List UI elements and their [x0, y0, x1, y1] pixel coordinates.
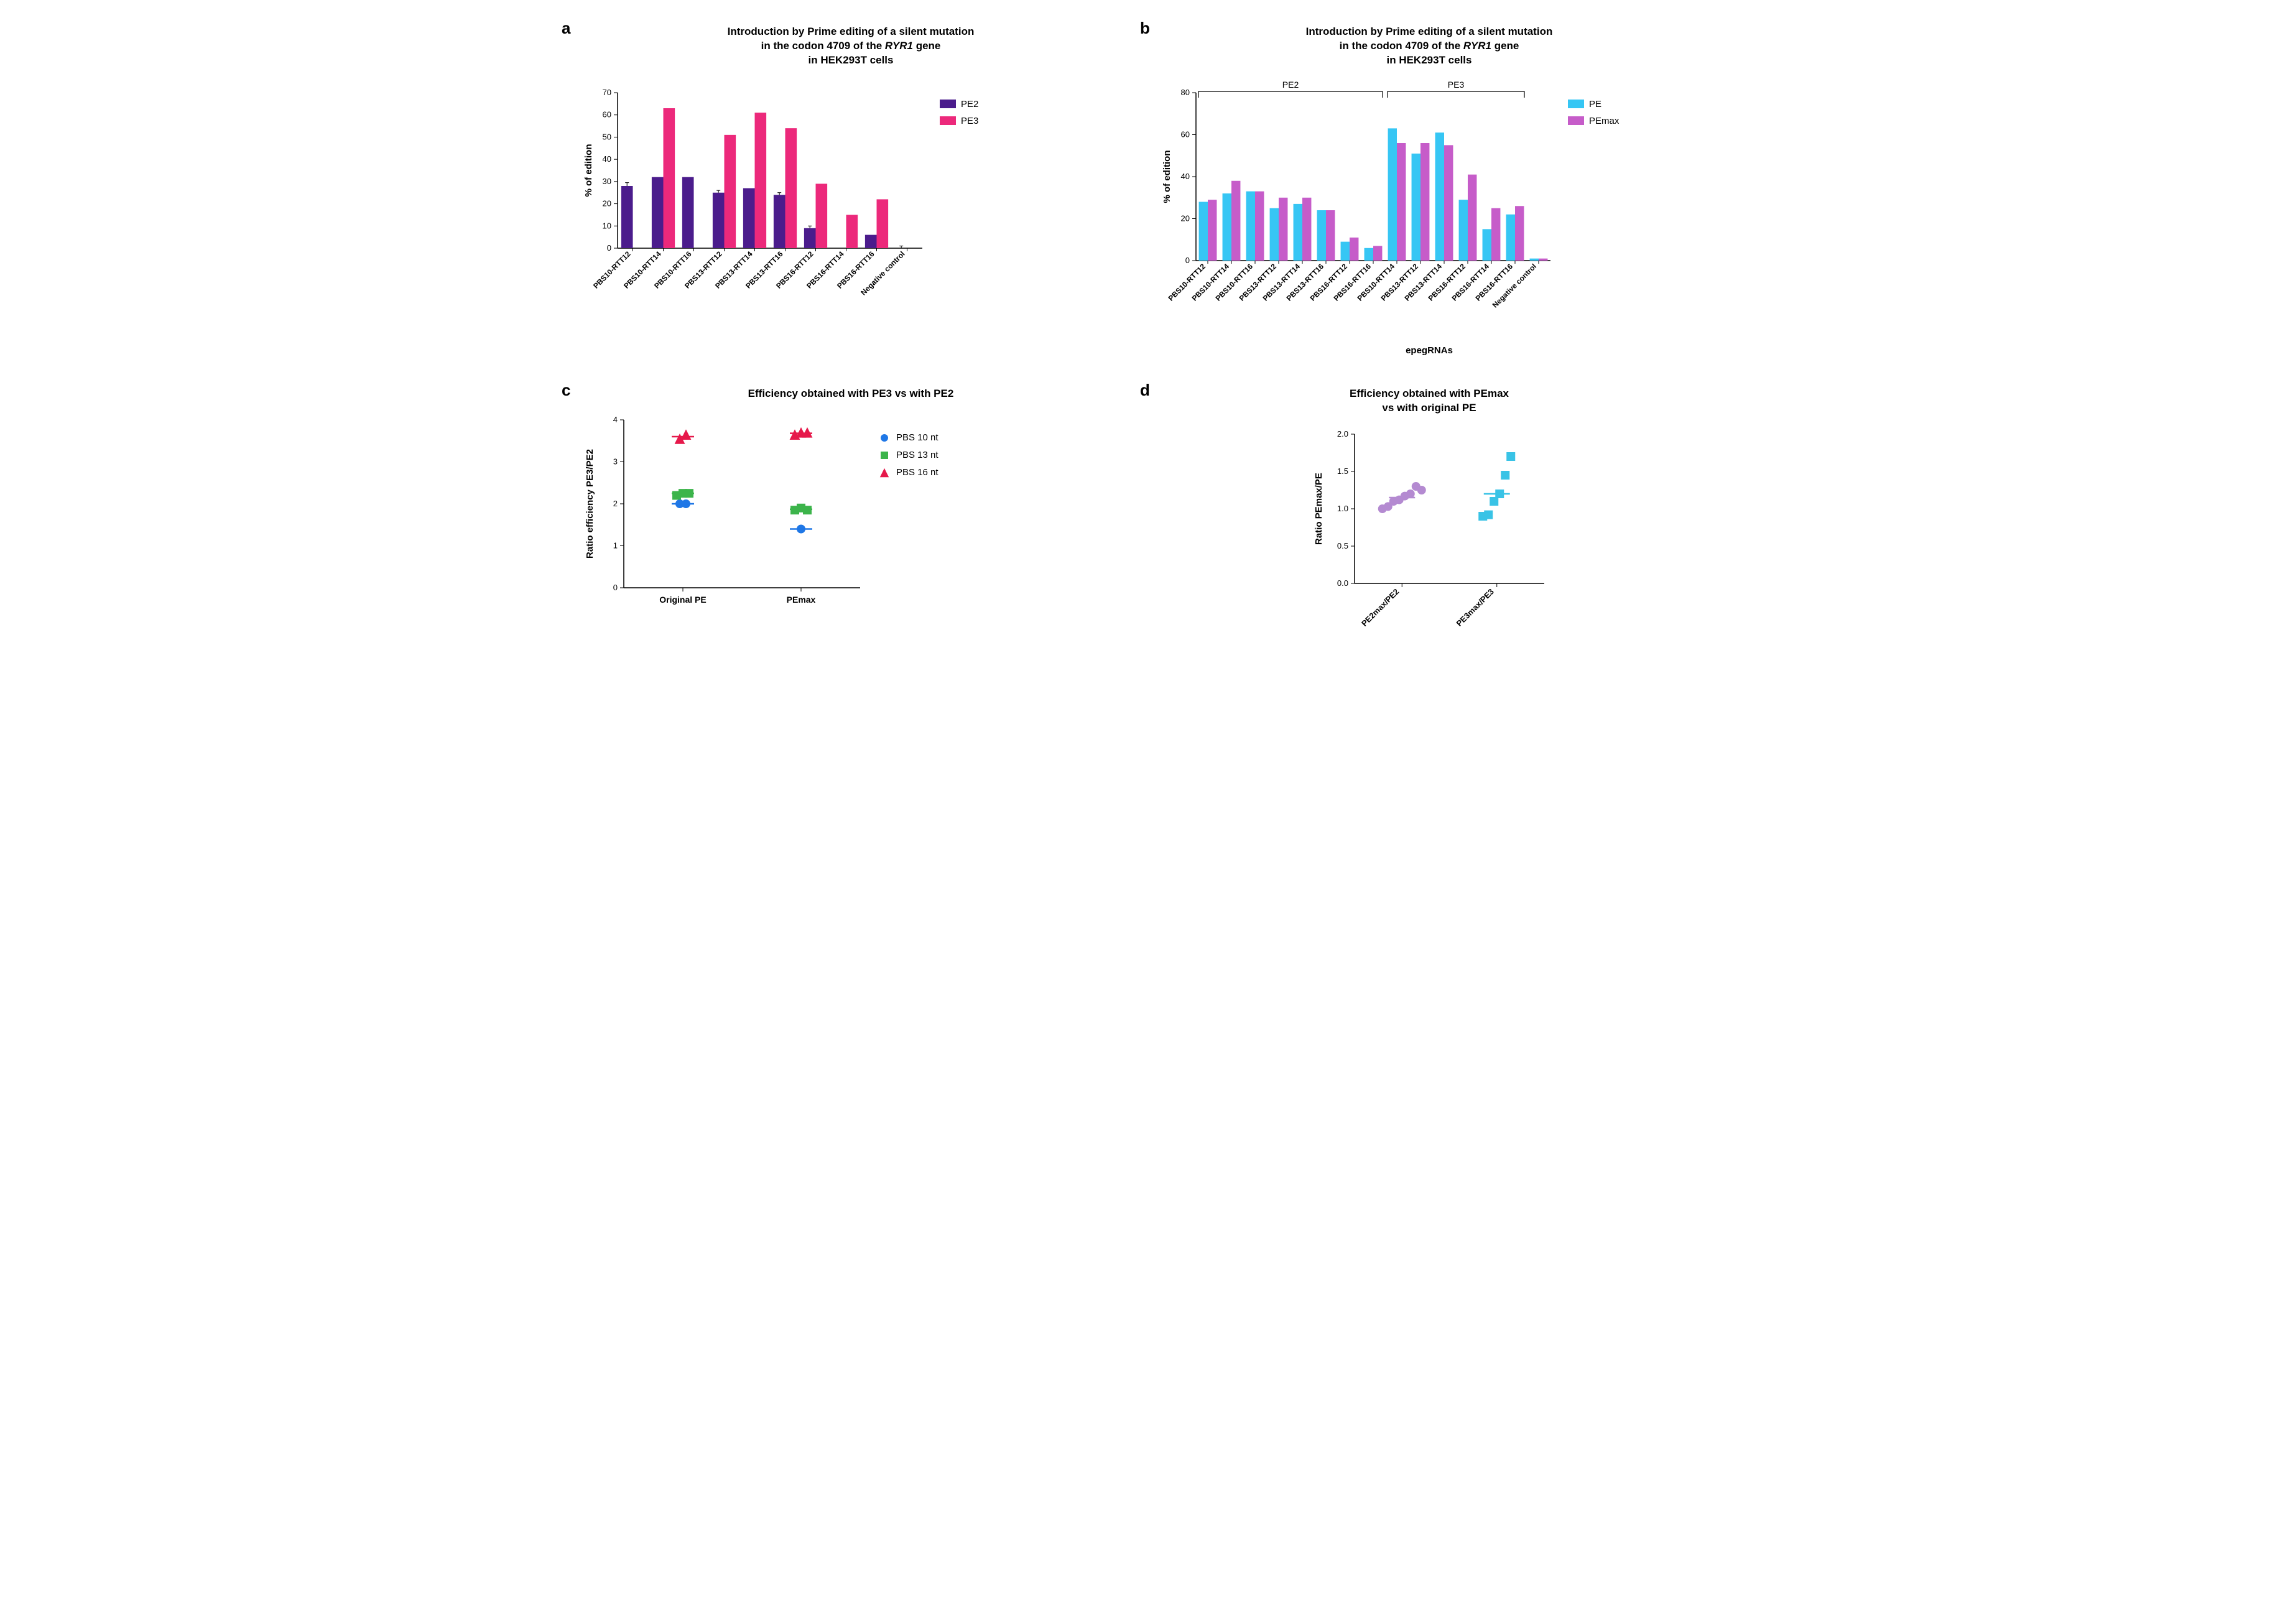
panel-letter-b: b: [1140, 19, 1150, 38]
scatter-chart-c: 0 1 2 3 4 Ratio efficiency PE3/PE2 Original PE…: [580, 414, 866, 619]
svg-text:2.0: 2.0: [1337, 429, 1348, 438]
svg-text:2: 2: [613, 499, 618, 508]
svg-text:1.5: 1.5: [1337, 466, 1348, 476]
svg-text:Ratio efficiency PE3/PE2: Ratio efficiency PE3/PE2: [585, 449, 595, 559]
legend-item: PBS 16 nt: [878, 467, 938, 478]
legend-item: PE3: [940, 116, 978, 126]
svg-text:4: 4: [613, 415, 618, 424]
svg-text:PE2: PE2: [1282, 80, 1299, 90]
legend-label: PBS 16 nt: [896, 467, 938, 478]
legend-label: PEmax: [1589, 116, 1619, 126]
legend-item: PEmax: [1568, 116, 1619, 126]
panel-a: a Introduction by Prime editing of a sil…: [580, 25, 1121, 356]
svg-text:0.5: 0.5: [1337, 541, 1348, 550]
chart-title-c: Efficiency obtained with PE3 vs with PE2: [580, 387, 1121, 401]
panel-b: b Introduction by Prime editing of a sil…: [1159, 25, 1700, 356]
panel-c: c Efficiency obtained with PE3 vs with P…: [580, 387, 1121, 639]
chart-title-a: Introduction by Prime editing of a silen…: [580, 25, 1121, 68]
panel-letter-c: c: [562, 381, 570, 400]
legend-marker-icon: [878, 432, 891, 443]
svg-text:Ratio PEmax/PE: Ratio PEmax/PE: [1314, 473, 1324, 545]
svg-text:20: 20: [1181, 213, 1190, 223]
legend-swatch: [940, 116, 956, 125]
bar-chart-b: 020406080% of editionPBS10-RTT12PBS10-RT…: [1159, 80, 1557, 341]
svg-text:50: 50: [603, 132, 611, 141]
svg-text:0.0: 0.0: [1337, 578, 1348, 588]
svg-text:10: 10: [603, 221, 611, 230]
legend-item: PE2: [940, 99, 978, 109]
svg-text:0: 0: [1185, 256, 1190, 265]
svg-text:3: 3: [613, 457, 618, 466]
legend-marker-icon: [878, 450, 891, 461]
legend-item: PBS 10 nt: [878, 432, 938, 443]
legend-swatch: [1568, 116, 1584, 125]
svg-text:PE2max/PE2: PE2max/PE2: [1360, 587, 1401, 628]
legend-marker-icon: [878, 467, 891, 478]
legend-label: PE: [1589, 99, 1601, 109]
legend-swatch: [940, 100, 956, 108]
svg-text:30: 30: [603, 177, 611, 186]
scatter-chart-d: 0.0 0.5 1.0 1.5 2.0 Ratio PEmax/PE PE2max/PE2 P…: [1308, 428, 1550, 639]
chart-title-d: Efficiency obtained with PEmaxvs with or…: [1159, 387, 1700, 415]
x-axis-label-b: epegRNAs: [1159, 345, 1700, 356]
legend-label: PE2: [961, 99, 978, 109]
svg-text:Negative control: Negative control: [1491, 262, 1538, 309]
svg-text:PE3max/PE3: PE3max/PE3: [1455, 587, 1496, 628]
legend-c: PBS 10 nt PBS 13 nt PBS 16 nt: [878, 432, 938, 478]
svg-text:70: 70: [603, 88, 611, 97]
svg-text:Original PE: Original PE: [659, 595, 706, 605]
svg-text:1.0: 1.0: [1337, 504, 1348, 513]
legend-item: PBS 13 nt: [878, 450, 938, 461]
legend-label: PBS 13 nt: [896, 450, 938, 460]
svg-text:80: 80: [1181, 88, 1190, 97]
legend-label: PBS 10 nt: [896, 432, 938, 443]
legend-swatch: [1568, 100, 1584, 108]
panel-d: d Efficiency obtained with PEmaxvs with …: [1159, 387, 1700, 639]
svg-text:0: 0: [607, 243, 611, 253]
svg-text:60: 60: [603, 110, 611, 119]
svg-text:PEmax: PEmax: [787, 595, 816, 605]
svg-text:0: 0: [613, 583, 618, 592]
svg-text:20: 20: [603, 198, 611, 208]
panel-letter-d: d: [1140, 381, 1150, 400]
legend-label: PE3: [961, 116, 978, 126]
bar-chart-a: 010203040506070% of editionPBS10-RTT12PB…: [580, 80, 929, 329]
svg-text:% of edition: % of edition: [1162, 150, 1172, 203]
svg-text:1: 1: [613, 541, 618, 550]
legend-item: PE: [1568, 99, 1619, 109]
chart-title-b: Introduction by Prime editing of a silen…: [1159, 25, 1700, 68]
panel-letter-a: a: [562, 19, 570, 38]
svg-text:40: 40: [1181, 172, 1190, 181]
legend-b: PE PEmax: [1568, 99, 1619, 126]
legend-a: PE2 PE3: [940, 99, 978, 126]
svg-text:40: 40: [603, 154, 611, 164]
svg-text:60: 60: [1181, 129, 1190, 139]
svg-text:% of edition: % of edition: [583, 144, 594, 197]
svg-text:PE3: PE3: [1448, 80, 1465, 90]
